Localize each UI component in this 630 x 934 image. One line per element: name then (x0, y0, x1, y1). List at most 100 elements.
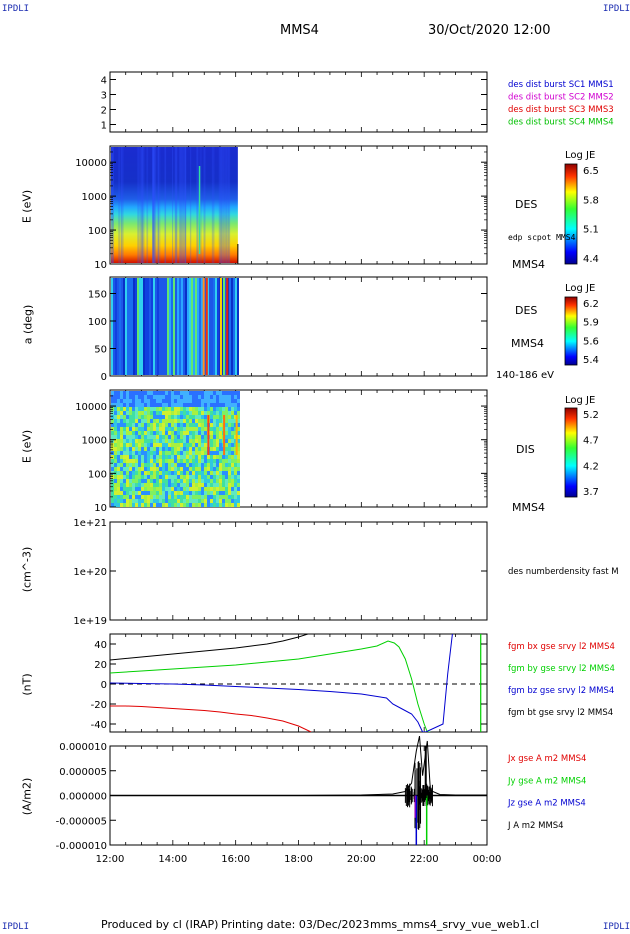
dis-cell (111, 435, 114, 439)
dis-cell (165, 467, 168, 471)
dis-cell (165, 391, 168, 395)
dis-cell (195, 415, 198, 419)
dis-cell (225, 495, 228, 499)
dis-cell (216, 447, 219, 451)
dis-cell (147, 431, 150, 435)
dis-cell (228, 403, 231, 407)
spectrogram-streak (172, 147, 174, 263)
dis-cell (165, 399, 168, 403)
right-label-0-1: des dist burst SC2 MMS2 (508, 93, 614, 103)
dis-cell (186, 463, 189, 467)
dis-cell (180, 399, 183, 403)
dis-cell (237, 495, 240, 499)
dis-cell (219, 427, 222, 431)
dis-cell (135, 471, 138, 475)
dis-cell (219, 415, 222, 419)
dis-cell (219, 395, 222, 399)
dis-cell (153, 399, 156, 403)
dis-cell (114, 459, 117, 463)
dis-cell (189, 447, 192, 451)
dis-cell (234, 499, 237, 503)
dis-cell (123, 483, 126, 487)
dis-cell (204, 407, 207, 411)
right-label-0-0: des dist burst SC1 MMS1 (508, 80, 614, 90)
dis-cell (141, 471, 144, 475)
dis-cell (237, 403, 240, 407)
dis-cell (147, 403, 150, 407)
dis-cell (228, 487, 231, 491)
dis-cell (165, 499, 168, 503)
dis-cell (234, 431, 237, 435)
dis-cell (159, 459, 162, 463)
dis-cell (201, 395, 204, 399)
dis-cell (219, 483, 222, 487)
dis-cell (132, 411, 135, 415)
dis-cell (213, 439, 216, 443)
dis-cell (192, 411, 195, 415)
dis-cell (171, 423, 174, 427)
dis-cell (195, 411, 198, 415)
dis-cell (201, 463, 204, 467)
dis-cell (180, 483, 183, 487)
dis-cell (126, 503, 129, 507)
dis-cell (210, 427, 213, 431)
dis-cell (192, 419, 195, 423)
dis-cell (168, 431, 171, 435)
dis-cell (204, 451, 207, 455)
dis-cell (228, 395, 231, 399)
dis-cell (186, 495, 189, 499)
dis-cell (117, 503, 120, 507)
dis-cell (198, 491, 201, 495)
y-tick-label-3: 10 (94, 503, 107, 514)
dis-cell (195, 391, 198, 395)
dis-cell (117, 463, 120, 467)
y-tick-label-2: 150 (88, 290, 107, 301)
dis-cell (201, 403, 204, 407)
dis-cell (111, 419, 114, 423)
dis-energy-instrument: DIS (516, 443, 535, 456)
dis-cell (198, 415, 201, 419)
dis-cell (198, 411, 201, 415)
dis-cell (138, 479, 141, 483)
dis-cell (237, 443, 240, 447)
dis-cell (135, 403, 138, 407)
dis-cell (180, 407, 183, 411)
dis-cell (162, 459, 165, 463)
dis-cell (192, 467, 195, 471)
y-tick-label-4: 1e+19 (73, 616, 107, 627)
dis-cell (192, 451, 195, 455)
dis-cell (237, 467, 240, 471)
dis-cell (204, 443, 207, 447)
dis-cell (156, 427, 159, 431)
dis-cell (219, 495, 222, 499)
dis-cell (117, 435, 120, 439)
pitch-column (209, 278, 211, 375)
dis-cell (225, 451, 228, 455)
dis-cell (156, 471, 159, 475)
dis-cell (180, 491, 183, 495)
dis-cell (153, 483, 156, 487)
dis-cell (171, 403, 174, 407)
spectrogram-streak (152, 147, 154, 263)
dis-cell (177, 499, 180, 503)
pitch-feature (219, 278, 222, 375)
dis-cell (144, 487, 147, 491)
dis-cell (231, 483, 234, 487)
spectrogram-streak (140, 147, 144, 263)
dis-cell (150, 423, 153, 427)
dis-cell (150, 467, 153, 471)
dis-cell (228, 411, 231, 415)
dis-cell (114, 419, 117, 423)
dis-cell (213, 423, 216, 427)
dis-cell (138, 443, 141, 447)
dis-cell (207, 475, 210, 479)
dis-cell (165, 439, 168, 443)
dis-cell (120, 459, 123, 463)
dis-cell (237, 435, 240, 439)
dis-cell (114, 427, 117, 431)
dis-cell (189, 407, 192, 411)
dis-cell (123, 419, 126, 423)
dis-cell (207, 495, 210, 499)
dis-cell (237, 427, 240, 431)
dis-cell (207, 483, 210, 487)
